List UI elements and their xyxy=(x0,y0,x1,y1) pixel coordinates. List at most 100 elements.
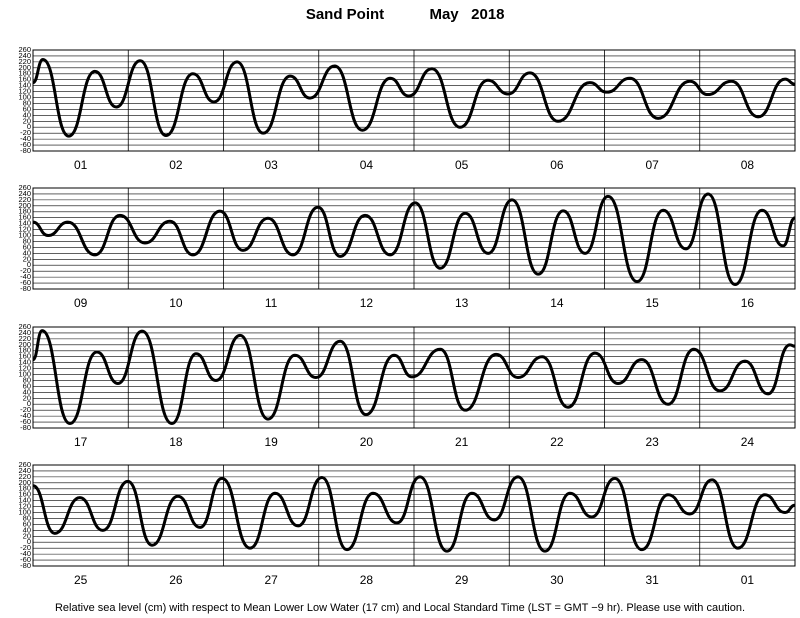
y-tick-label: 20 xyxy=(23,116,31,125)
y-tick-label: 100 xyxy=(18,370,31,379)
day-label: 19 xyxy=(264,435,278,449)
tide-line xyxy=(32,475,796,553)
y-tick-label: 180 xyxy=(18,484,31,493)
y-tick-label: 60 xyxy=(23,104,31,113)
y-tick-label: 160 xyxy=(18,213,31,222)
day-label: 03 xyxy=(264,158,278,172)
y-tick-label: -40 xyxy=(20,134,31,143)
y-tick-label: 220 xyxy=(18,195,31,204)
panel: -80-60-40-200204060801001201401601802002… xyxy=(18,460,796,587)
y-tick-label: 60 xyxy=(23,242,31,251)
y-tick-label: 0 xyxy=(27,537,31,546)
day-label: 23 xyxy=(645,435,659,449)
y-tick-label: 0 xyxy=(27,260,31,269)
y-tick-label: -60 xyxy=(20,417,31,426)
period-title: May 2018 xyxy=(429,6,504,23)
y-tick-label: 220 xyxy=(18,57,31,66)
panel: -80-60-40-200204060801001201401601802002… xyxy=(18,183,796,310)
y-tick-label: 60 xyxy=(23,381,31,390)
y-tick-label: 200 xyxy=(18,340,31,349)
tide-line xyxy=(32,58,796,138)
y-tick-label: 160 xyxy=(18,490,31,499)
tide-line xyxy=(32,192,796,287)
y-tick-label: 100 xyxy=(18,508,31,517)
y-tick-label: 240 xyxy=(18,189,31,198)
y-tick-label: 240 xyxy=(18,51,31,60)
day-label: 13 xyxy=(455,296,469,310)
y-tick-label: -60 xyxy=(20,140,31,149)
y-tick-label: -60 xyxy=(20,278,31,287)
day-label: 07 xyxy=(645,158,659,172)
y-tick-label: 0 xyxy=(27,122,31,131)
day-label: 16 xyxy=(741,296,755,310)
y-tick-label: 20 xyxy=(23,393,31,402)
y-tick-label: 160 xyxy=(18,75,31,84)
tide-line xyxy=(31,329,796,426)
y-tick-label: 260 xyxy=(18,460,31,469)
day-label: 22 xyxy=(550,435,564,449)
y-tick-label: 40 xyxy=(23,248,31,257)
panel: -80-60-40-200204060801001201401601802002… xyxy=(18,322,796,449)
y-tick-label: -20 xyxy=(20,266,31,275)
day-label: 06 xyxy=(550,158,564,172)
footer-note: Relative sea level (cm) with respect to … xyxy=(55,602,745,614)
y-tick-label: 220 xyxy=(18,472,31,481)
y-tick-label: 140 xyxy=(18,358,31,367)
day-label: 25 xyxy=(74,573,88,587)
y-tick-label: 80 xyxy=(23,236,31,245)
y-tick-label: -40 xyxy=(20,411,31,420)
day-label: 11 xyxy=(265,296,278,310)
y-tick-label: -80 xyxy=(20,423,31,432)
y-tick-label: 40 xyxy=(23,525,31,534)
y-tick-label: -80 xyxy=(20,561,31,570)
y-tick-label: 20 xyxy=(23,254,31,263)
day-label: 14 xyxy=(550,296,564,310)
day-label: 12 xyxy=(360,296,374,310)
day-label: 01 xyxy=(741,573,755,587)
y-tick-label: 20 xyxy=(23,531,31,540)
y-tick-label: -60 xyxy=(20,555,31,564)
y-tick-label: 120 xyxy=(18,502,31,511)
y-tick-label: 220 xyxy=(18,334,31,343)
day-label: 04 xyxy=(360,158,374,172)
y-tick-label: 260 xyxy=(18,183,31,192)
day-label: 30 xyxy=(550,573,564,587)
y-tick-label: 0 xyxy=(27,399,31,408)
day-label: 24 xyxy=(741,435,755,449)
day-label: 27 xyxy=(264,573,278,587)
y-tick-label: -40 xyxy=(20,272,31,281)
y-tick-label: 260 xyxy=(18,45,31,54)
y-tick-label: 200 xyxy=(18,201,31,210)
y-tick-label: 200 xyxy=(18,63,31,72)
y-tick-label: 80 xyxy=(23,513,31,522)
y-tick-label: 200 xyxy=(18,478,31,487)
day-label: 29 xyxy=(455,573,469,587)
y-tick-label: 120 xyxy=(18,364,31,373)
y-tick-label: 140 xyxy=(18,81,31,90)
y-tick-label: 240 xyxy=(18,466,31,475)
day-label: 18 xyxy=(169,435,183,449)
y-tick-label: 180 xyxy=(18,69,31,78)
panel: -80-60-40-200204060801001201401601802002… xyxy=(18,45,796,172)
y-tick-label: 40 xyxy=(23,110,31,119)
y-tick-label: -40 xyxy=(20,549,31,558)
y-tick-label: 260 xyxy=(18,322,31,331)
y-tick-label: -20 xyxy=(20,543,31,552)
y-tick-label: -20 xyxy=(20,405,31,414)
y-tick-label: 80 xyxy=(23,98,31,107)
station-title: Sand Point xyxy=(306,6,384,23)
y-tick-label: 100 xyxy=(18,231,31,240)
day-label: 31 xyxy=(645,573,659,587)
y-tick-label: 140 xyxy=(18,496,31,505)
y-tick-label: -80 xyxy=(20,146,31,155)
y-tick-label: 180 xyxy=(18,346,31,355)
y-tick-label: 120 xyxy=(18,225,31,234)
day-label: 17 xyxy=(74,435,88,449)
day-label: 28 xyxy=(360,573,374,587)
y-tick-label: 240 xyxy=(18,328,31,337)
y-tick-label: 40 xyxy=(23,387,31,396)
day-label: 21 xyxy=(455,435,469,449)
day-label: 02 xyxy=(169,158,183,172)
day-label: 09 xyxy=(74,296,88,310)
